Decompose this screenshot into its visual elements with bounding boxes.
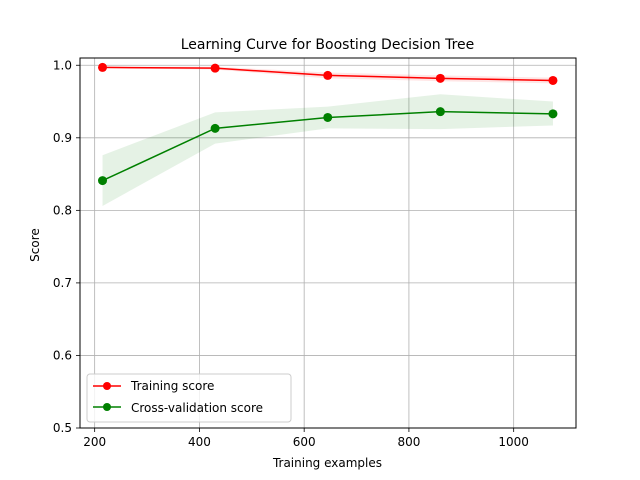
point-training-4 <box>548 75 558 85</box>
point-cross-validation-2 <box>323 112 333 122</box>
x-tick-label-4: 1000 <box>498 435 529 449</box>
x-axis-label: Training examples <box>272 456 382 470</box>
legend-entry-training: Training score <box>93 379 214 393</box>
chart-title: Learning Curve for Boosting Decision Tre… <box>181 37 475 53</box>
y-tick-label-2: 0.7 <box>53 276 72 290</box>
point-cross-validation-4 <box>548 109 558 119</box>
point-cross-validation-3 <box>435 107 445 117</box>
point-cross-validation-0 <box>98 176 108 186</box>
tick-layer: 200 400 600 800 1000 0.5 0.6 0.7 0.8 0.9 1.0 <box>53 58 529 449</box>
x-tick-label-3: 800 <box>397 435 420 449</box>
point-training-1 <box>210 63 220 73</box>
band-cross-validation <box>102 94 553 206</box>
point-training-0 <box>98 62 108 72</box>
y-tick-label-5: 1.0 <box>53 58 72 72</box>
plot-frame <box>79 57 577 429</box>
legend-entry-cross-validation: Cross-validation score <box>93 401 263 415</box>
y-tick-label-1: 0.6 <box>53 348 72 362</box>
point-training-3 <box>435 73 445 83</box>
legend-box <box>86 373 292 423</box>
x-tick-label-0: 200 <box>83 435 106 449</box>
x-tick-label-1: 400 <box>188 435 211 449</box>
legend-marker-training <box>103 382 111 390</box>
legend-label-cross-validation: Cross-validation score <box>131 401 263 415</box>
y-tick-label-0: 0.5 <box>53 421 72 435</box>
legend-label-training: Training score <box>130 379 214 393</box>
y-axis-label: Score <box>28 228 42 262</box>
y-tick-label-4: 0.9 <box>53 131 72 145</box>
legend: Training score Cross-validation score <box>86 373 292 423</box>
line-layer <box>98 62 558 186</box>
legend-marker-cross-validation <box>103 403 111 411</box>
x-tick-label-2: 600 <box>293 435 316 449</box>
point-cross-validation-1 <box>210 123 220 133</box>
y-tick-label-3: 0.8 <box>53 203 72 217</box>
point-training-2 <box>323 70 333 80</box>
